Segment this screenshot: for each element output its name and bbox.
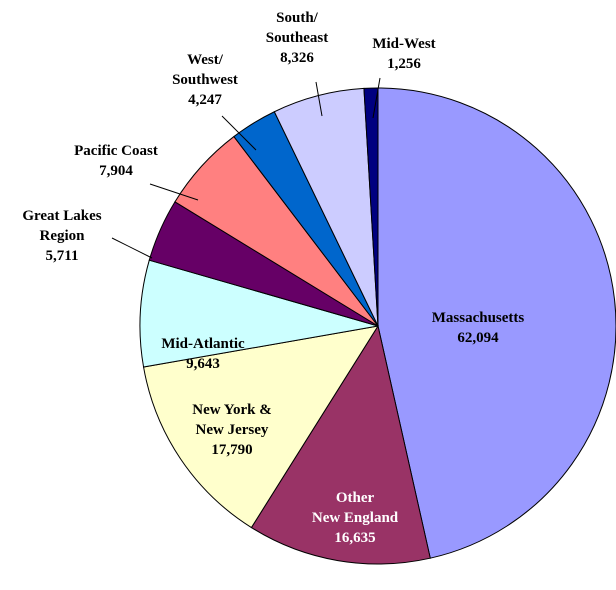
pie-slice [139,259,379,368]
slice-label-line: New Jersey [196,422,269,438]
slice-label: Great Lakes Region [22,208,101,244]
slice-label-line: Mid-Atlantic [161,336,245,352]
slice-label-line: Other [336,490,375,506]
slice-label: Other New England [312,490,399,526]
slice-label: New York & New Jersey [192,402,271,438]
value-label: 62,094 [457,330,499,346]
slice-label: South/Southeast [266,10,329,46]
value-label: 5,711 [46,248,79,264]
leader-line [149,183,199,201]
slice-label: West/Southwest [172,52,238,88]
leader-line [221,115,257,151]
slice-label-line: West/ [187,52,224,68]
value-label: 8,326 [280,50,314,66]
slice-label-line: Pacific Coast [74,143,158,159]
leader-line [315,81,323,117]
slice-label-line: South/ [276,10,319,26]
pie-slice [142,325,380,529]
value-label: 9,643 [186,356,220,372]
slice-label-line: New England [312,510,399,526]
leader-line [111,237,153,259]
leader-line [372,77,381,119]
slice-label-line: New York & [192,402,271,418]
value-label: 17,790 [211,442,252,458]
slice-label-line: Great Lakes [22,208,101,224]
slice-label-line: Massachusetts [432,310,525,326]
value-label: 16,635 [334,530,375,546]
value-label: 1,256 [387,56,421,72]
value-label: 7,904 [99,163,133,179]
slice-label-line: Southeast [266,30,329,46]
slice-label: Massachusetts [432,310,525,326]
pie-slice [377,87,616,559]
slice-label: Mid-Atlantic [161,336,245,352]
slice-label: Pacific Coast [74,143,158,159]
slice-label: Mid-West [372,36,435,52]
slice-label-line: Mid-West [372,36,435,52]
slice-label-line: Southwest [172,72,238,88]
slice-label-line: Region [40,228,86,244]
pie-slice [250,324,431,565]
value-label: 4,247 [188,92,222,108]
